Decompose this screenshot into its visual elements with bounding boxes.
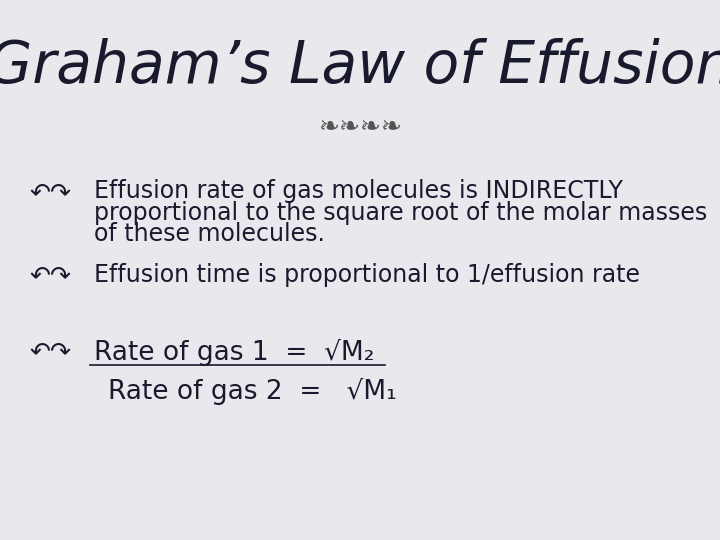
Text: Effusion time is proportional to 1/effusion rate: Effusion time is proportional to 1/effus…	[94, 263, 639, 287]
Text: Rate of gas 2  =   √M₁: Rate of gas 2 = √M₁	[108, 378, 397, 405]
Text: ❧❧❧❧: ❧❧❧❧	[318, 115, 402, 139]
Text: Effusion rate of gas molecules is INDIRECTLY: Effusion rate of gas molecules is INDIRE…	[94, 179, 623, 203]
Text: Rate of gas 1  =  √M₂: Rate of gas 1 = √M₂	[94, 339, 374, 366]
Text: ↶↷: ↶↷	[30, 265, 71, 288]
Text: ↶↷: ↶↷	[30, 340, 71, 364]
Text: Graham’s Law of Effusion: Graham’s Law of Effusion	[0, 38, 720, 95]
Text: proportional to the square root of the molar masses: proportional to the square root of the m…	[94, 201, 707, 225]
Text: of these molecules.: of these molecules.	[94, 222, 325, 246]
Text: ↶↷: ↶↷	[30, 181, 71, 205]
